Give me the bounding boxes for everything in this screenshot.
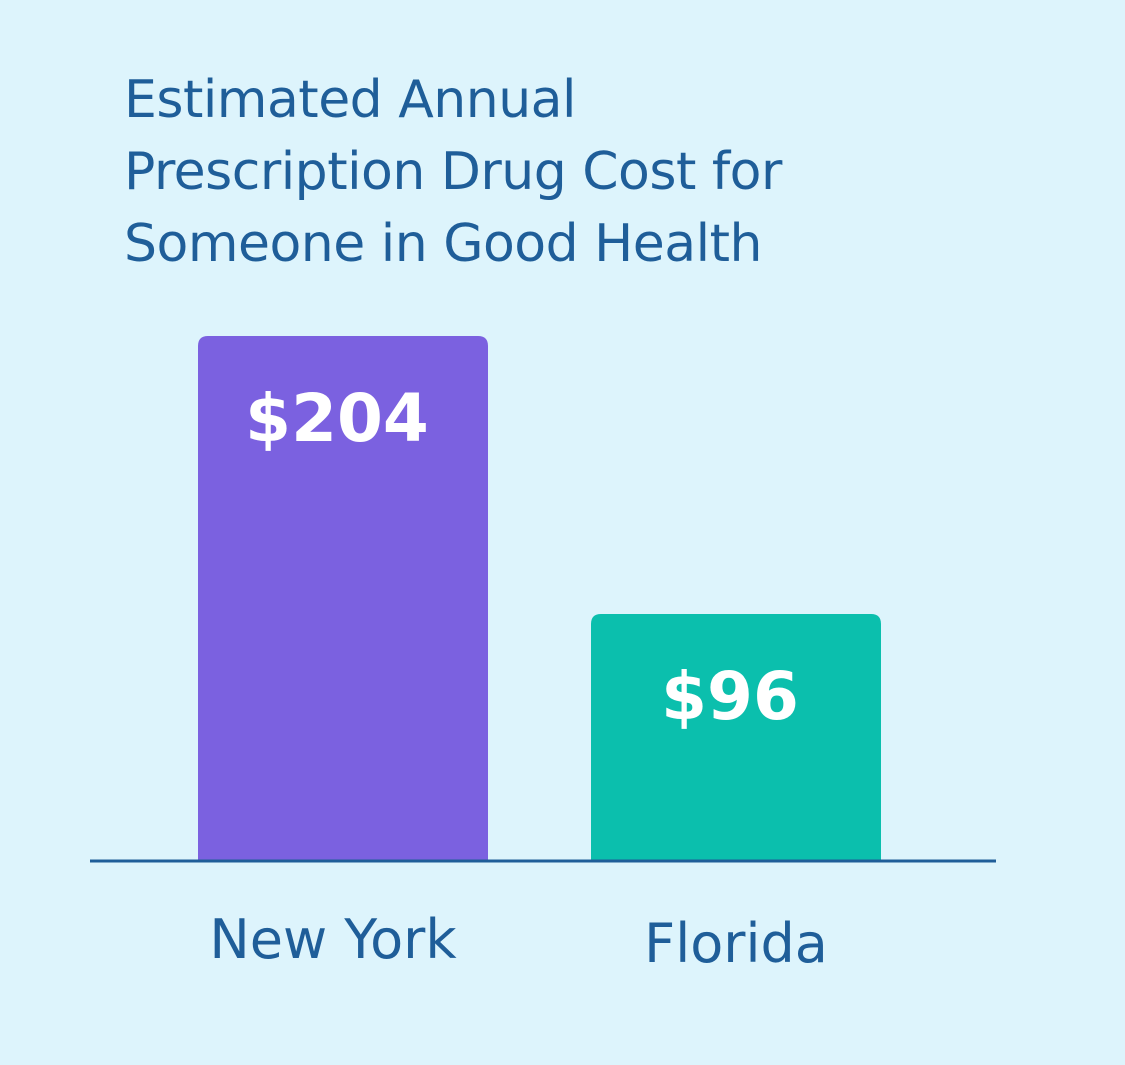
value-label-new-york: $204 [245,380,429,457]
bar-florida [591,613,881,861]
category-label-florida: Florida [644,912,828,975]
chart-title: Estimated Annual Prescription Drug Cost … [124,64,924,280]
chart-title-line-2: Prescription Drug Cost for [124,142,782,202]
bars-layer [198,336,881,861]
chart-title-line-1: Estimated Annual [124,70,576,130]
labels-layer: $204 New York $96 Florida [209,380,827,975]
chart-title-line-3: Someone in Good Health [124,214,762,274]
bar-new-york [198,336,488,861]
value-label-florida: $96 [661,658,799,735]
category-label-new-york: New York [209,908,457,971]
